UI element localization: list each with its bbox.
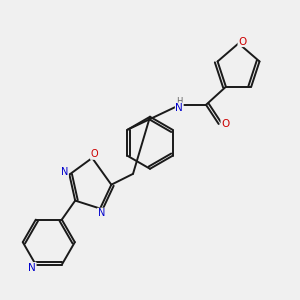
Text: O: O [91, 149, 98, 159]
Text: O: O [221, 119, 229, 129]
Text: N: N [61, 167, 68, 177]
Text: H: H [176, 98, 182, 106]
Text: N: N [176, 103, 183, 113]
Text: O: O [238, 37, 246, 46]
Text: N: N [98, 208, 105, 218]
Text: N: N [28, 262, 36, 273]
